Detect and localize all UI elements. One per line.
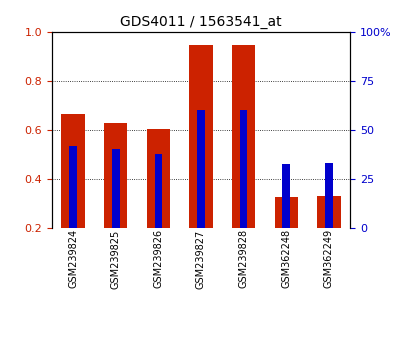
Bar: [197, 110, 205, 228]
Bar: [240, 110, 248, 228]
Bar: [317, 196, 341, 228]
Text: GSM239826: GSM239826: [153, 229, 163, 289]
Bar: [112, 149, 119, 228]
Bar: [61, 114, 85, 228]
Bar: [104, 122, 127, 228]
Bar: [146, 129, 170, 228]
Title: GDS4011 / 1563541_at: GDS4011 / 1563541_at: [120, 16, 282, 29]
Text: GSM239827: GSM239827: [196, 229, 206, 289]
Text: GSM239824: GSM239824: [68, 229, 78, 289]
Bar: [283, 164, 290, 228]
Bar: [275, 197, 298, 228]
Bar: [69, 145, 77, 228]
Bar: [154, 154, 162, 228]
Text: GSM362248: GSM362248: [281, 229, 291, 289]
Text: GSM239825: GSM239825: [111, 229, 121, 289]
Bar: [189, 45, 213, 228]
Text: GSM362249: GSM362249: [324, 229, 334, 289]
Text: GSM239828: GSM239828: [239, 229, 249, 289]
Bar: [325, 163, 333, 228]
Bar: [232, 45, 256, 228]
